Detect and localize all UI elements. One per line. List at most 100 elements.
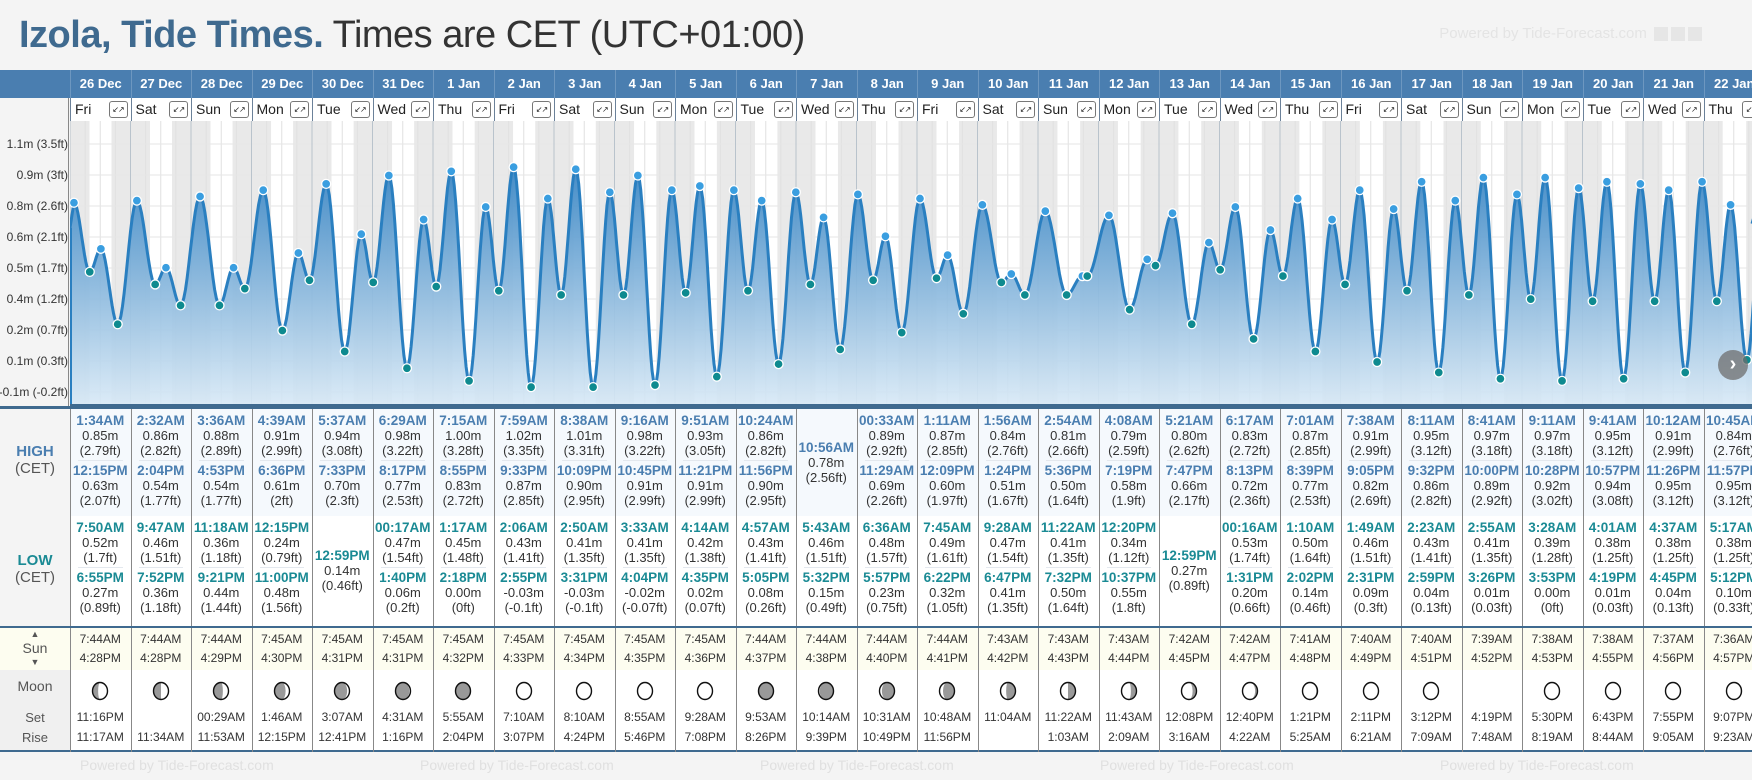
low-tide-time: 11:22AM [1040,520,1096,535]
column-divider [1461,628,1463,752]
low-tide-time: 2:18PM [439,570,487,585]
high-tide-time: 7:47PM [1165,463,1213,478]
sunset-time: 4:33PM [503,651,545,665]
day-header-weekday: Wed ↙↗ [796,98,857,121]
expand-day-icon[interactable]: ↙↗ [1137,101,1156,118]
expand-day-icon[interactable]: ↙↗ [1318,101,1338,118]
expand-day-icon[interactable]: ↙↗ [290,101,309,118]
high-tide-entry: 12:15PM 0.63m (2.07ft) [70,463,131,508]
day-header-date: 6 Jan [735,70,797,98]
sunrise-time: 7:37AM [1652,632,1694,646]
entry-separator [199,460,244,461]
high-tide-time: 1:34AM [76,413,125,428]
column-divider [917,628,918,752]
high-tide-time: 5:36PM [1044,463,1092,478]
sunset-time: 4:31PM [382,651,424,665]
expand-day-icon[interactable]: ↙↗ [1076,101,1096,118]
tide-area [70,167,1752,406]
low-tide-point [680,287,691,298]
expand-day-icon[interactable]: ↙↗ [532,101,551,118]
high-tide-point [1040,205,1051,217]
high-tide-height-m: 0.87m [1292,428,1329,443]
expand-day-icon[interactable]: ↙↗ [1379,101,1398,118]
moonrise-time: 5:25AM [1289,730,1331,744]
sunrise-time: 7:42AM [1229,632,1271,646]
moonrise-time: 3:16AM [1168,730,1210,744]
low-tide-time: 4:37AM [1649,520,1698,535]
high-tide-row [70,409,1752,516]
expand-day-icon[interactable]: ↙↗ [1560,101,1580,118]
expand-day-icon[interactable]: ↙↗ [592,101,612,118]
high-tide-point [756,195,767,206]
day-header-weekday: Thu ↙↗ [856,98,918,121]
expand-day-icon[interactable]: ↙↗ [955,101,975,118]
sunrise-time: 7:45AM [563,632,605,646]
sunrise-time: 7:44AM [745,632,787,646]
scroll-next-button[interactable]: › [1718,350,1748,380]
expand-day-icon[interactable]: ↙↗ [1258,101,1277,118]
low-tide-time: 1:40PM [379,570,427,585]
expand-day-icon[interactable]: ↙↗ [229,101,249,118]
high-tide-height-ft: (2.95ft) [745,493,787,508]
high-tide-entry: 1:56AM 0.84m (2.76ft) [978,413,1039,458]
expand-day-icon[interactable]: ↙↗ [350,101,370,118]
low-tide-time: 6:36AM [862,520,911,535]
low-tide-height-m: 0.53m [1231,535,1268,550]
entry-separator [864,567,909,568]
low-tide-point [304,275,315,286]
expand-day-icon[interactable]: ↙↗ [411,101,430,118]
low-tide-point [1215,264,1226,275]
entry-separator [380,460,425,461]
expand-day-icon[interactable]: ↙↗ [1681,101,1701,118]
moon-label: Moon [17,678,53,694]
entry-separator [1590,567,1635,568]
low-tide-height-ft: (1.38ft) [684,550,726,565]
expand-day-icon[interactable]: ↙↗ [1439,101,1459,118]
low-tide-height-ft: (0.13ft) [1652,600,1694,615]
low-tide-point [1150,260,1161,271]
low-tide-point [805,279,816,290]
low-tide-entry: 2:55PM -0.03m (-0.1ft) [494,570,555,615]
high-tide-entry: 4:08AM 0.79m (2.59ft) [1099,413,1160,458]
expand-day-icon[interactable]: ↙↗ [1197,101,1217,118]
day-header-weekday: Thu ↙↗ [1280,98,1341,121]
expand-day-icon[interactable]: ↙↗ [653,101,672,118]
column-divider [1280,409,1281,626]
high-tide-entry: 10:45PM 0.91m (2.99ft) [615,463,676,508]
expand-day-icon[interactable]: ↙↗ [1742,101,1752,118]
low-tide-height-ft: (1.35ft) [563,550,605,565]
expand-day-icon[interactable]: ↙↗ [108,101,128,118]
low-tide-entry: 10:37PM 0.55m (1.8ft) [1099,570,1160,615]
y-tick-label: 0.4m (1.2ft) [6,292,68,306]
expand-day-icon[interactable]: ↙↗ [713,101,733,118]
moonset-time: 7:55PM [1652,710,1694,724]
column-divider [675,628,676,752]
expand-day-icon[interactable]: ↙↗ [834,101,854,118]
high-tide-point [818,212,829,223]
expand-day-icon[interactable]: ↙↗ [1621,101,1640,118]
expand-day-icon[interactable]: ↙↗ [895,101,914,118]
high-tide-point [728,185,740,196]
high-tide-point [1725,199,1736,210]
day-header-date: 19 Jan [1522,70,1583,98]
entry-separator [804,567,849,568]
low-tide-height-m: 0.38m [1655,535,1692,550]
high-tide-point [1539,172,1551,183]
column-divider [1643,628,1644,752]
low-tide-point [1587,296,1598,307]
high-tide-point [418,214,429,225]
expand-day-icon[interactable]: ↙↗ [169,101,188,118]
low-tide-time: 4:57AM [741,520,790,535]
expand-day-icon[interactable]: ↙↗ [471,101,491,118]
entry-separator [1409,460,1454,461]
low-tide-entry: 2:06AM 0.43m (1.41ft) [494,520,555,565]
powered-by-link[interactable]: Powered by Tide-Forecast.com [1439,25,1702,42]
expand-day-icon[interactable]: ↙↗ [1500,101,1519,118]
expand-day-icon[interactable]: ↙↗ [774,101,793,118]
low-tide-point [239,283,250,294]
expand-day-icon[interactable]: ↙↗ [1016,101,1035,118]
moonrise-time: 9:05AM [1652,730,1694,744]
low-tide-time: 9:28AM [983,520,1032,535]
entry-separator [683,460,728,461]
weekday-text: Sat [559,101,581,117]
